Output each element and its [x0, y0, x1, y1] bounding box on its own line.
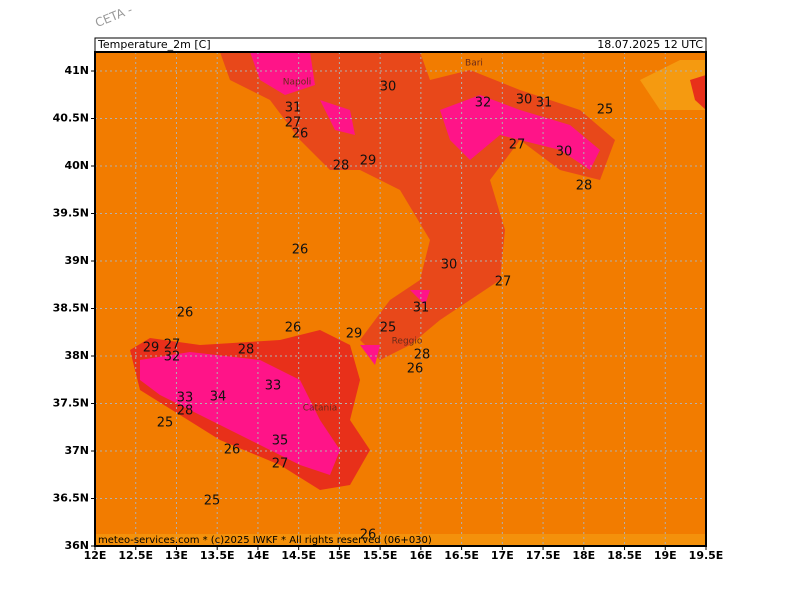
- contour-label: 26: [407, 362, 424, 377]
- hot-zone: [250, 52, 600, 365]
- contour-label: 31: [285, 101, 302, 116]
- lon-label: 18.5E: [607, 549, 642, 562]
- contour-label: 29: [143, 341, 160, 356]
- lon-label: 12.5E: [118, 549, 153, 562]
- lon-label: 15E: [328, 549, 351, 562]
- contour-label: 25: [204, 494, 221, 509]
- lon-label: 19.5E: [689, 549, 724, 562]
- lat-label: 39N: [64, 254, 89, 267]
- lon-label: 16E: [409, 549, 432, 562]
- mild-zone: [640, 60, 706, 110]
- contour-label: 32: [164, 350, 181, 365]
- lon-label: 17E: [491, 549, 514, 562]
- contour-label: 26: [177, 306, 194, 321]
- lat-label: 39.5N: [53, 207, 89, 220]
- axes: 12E 12.5E 13E 13.5E 14E 14.5E 15E 15.5E 16E 16.5E…: [53, 64, 724, 562]
- lat-label: 37.5N: [53, 397, 89, 410]
- contour-label: 30: [516, 93, 533, 108]
- contour-label: 28: [333, 159, 350, 174]
- contour-label: 31: [413, 301, 430, 316]
- warm-zone: [690, 75, 706, 110]
- contour-label: 30: [441, 258, 458, 273]
- lat-label: 36.5N: [53, 492, 89, 505]
- contour-label: 27: [285, 116, 302, 131]
- map-date: 18.07.2025 12 UTC: [597, 38, 703, 51]
- contour-label: 32: [475, 96, 492, 111]
- contour-label: 26: [360, 528, 377, 543]
- lon-label: 14E: [247, 549, 270, 562]
- contour-label: 33: [177, 391, 194, 406]
- lon-label: 13.5E: [200, 549, 235, 562]
- lat-label: 40.5N: [53, 112, 89, 125]
- contour-label: 33: [265, 379, 282, 394]
- contour-label: 35: [272, 434, 289, 449]
- contour-label: 28: [177, 404, 194, 419]
- contour-label: 30: [380, 80, 397, 95]
- footer-credit: meteo-services.com * (c)2025 IWKF * All …: [98, 535, 432, 546]
- contour-label: 25: [597, 103, 614, 118]
- lon-label: 14.5E: [281, 549, 316, 562]
- lon-label: 12E: [84, 549, 107, 562]
- lon-label: 15.5E: [363, 549, 398, 562]
- lon-label: 13E: [165, 549, 188, 562]
- contour-label: 27: [509, 138, 526, 153]
- map-title: Temperature_2m [C]: [97, 38, 211, 51]
- lon-label: 17.5E: [526, 549, 561, 562]
- lon-label: 18E: [572, 549, 595, 562]
- lon-label: 16.5E: [444, 549, 479, 562]
- contour-label: 28: [414, 348, 431, 363]
- city-label: Reggio: [392, 337, 423, 347]
- model-label: CETA -: [93, 3, 134, 30]
- city-label: Napoli: [283, 78, 311, 88]
- contour-label: 29: [346, 327, 363, 342]
- contour-label: 26: [224, 443, 241, 458]
- contour-label: 25: [157, 416, 174, 431]
- contour-label: 28: [576, 179, 593, 194]
- city-label: Catania: [303, 404, 338, 414]
- contour-label: 28: [238, 343, 255, 358]
- contour-label: 27: [495, 275, 512, 290]
- contour-label: 27: [272, 457, 289, 472]
- contour-label: 27: [164, 338, 181, 353]
- contour-label: 30: [556, 145, 573, 160]
- footer-band: [95, 534, 706, 546]
- lon-label: 19E: [654, 549, 677, 562]
- contour-label: 25: [380, 321, 397, 336]
- contour-label: 29: [360, 154, 377, 169]
- contour-label: 26: [292, 243, 309, 258]
- contour-label: 26: [285, 321, 302, 336]
- lat-label: 38N: [64, 349, 89, 362]
- graticule: [95, 52, 706, 546]
- lat-label: 38.5N: [53, 302, 89, 315]
- contour-label: 31: [536, 96, 553, 111]
- lat-label: 40N: [64, 159, 89, 172]
- contour-label: 26: [292, 127, 309, 142]
- hot-zone: [140, 352, 340, 475]
- map-frame: [94, 51, 707, 547]
- lat-label: 36N: [64, 539, 89, 552]
- contour-label: 34: [210, 390, 227, 405]
- lat-label: 41N: [64, 64, 89, 77]
- lat-label: 37N: [64, 444, 89, 457]
- city-label: Bari: [465, 59, 483, 69]
